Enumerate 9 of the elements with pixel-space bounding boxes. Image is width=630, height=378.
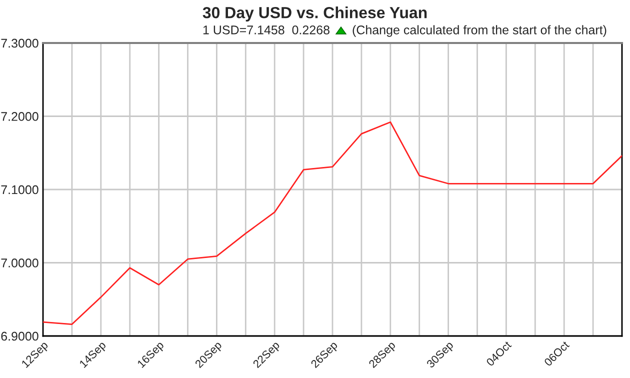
y-tick-label: 6.9000 [1,332,38,341]
y-tick-label: 7.0000 [1,258,38,268]
chart-subtitle: 1 USD=7.1458 0.2268 [203,26,330,34]
chart-title: 30 Day USD vs. Chinese Yuan [202,6,427,22]
text: (Change calculated from the start of the chart) [352,25,606,37]
y-tick-label: 7.3000 [1,38,38,48]
line-series [43,121,622,325]
y-tick-label: 7.1000 [1,185,38,194]
y-tick-label: 7.2000 [1,112,38,121]
